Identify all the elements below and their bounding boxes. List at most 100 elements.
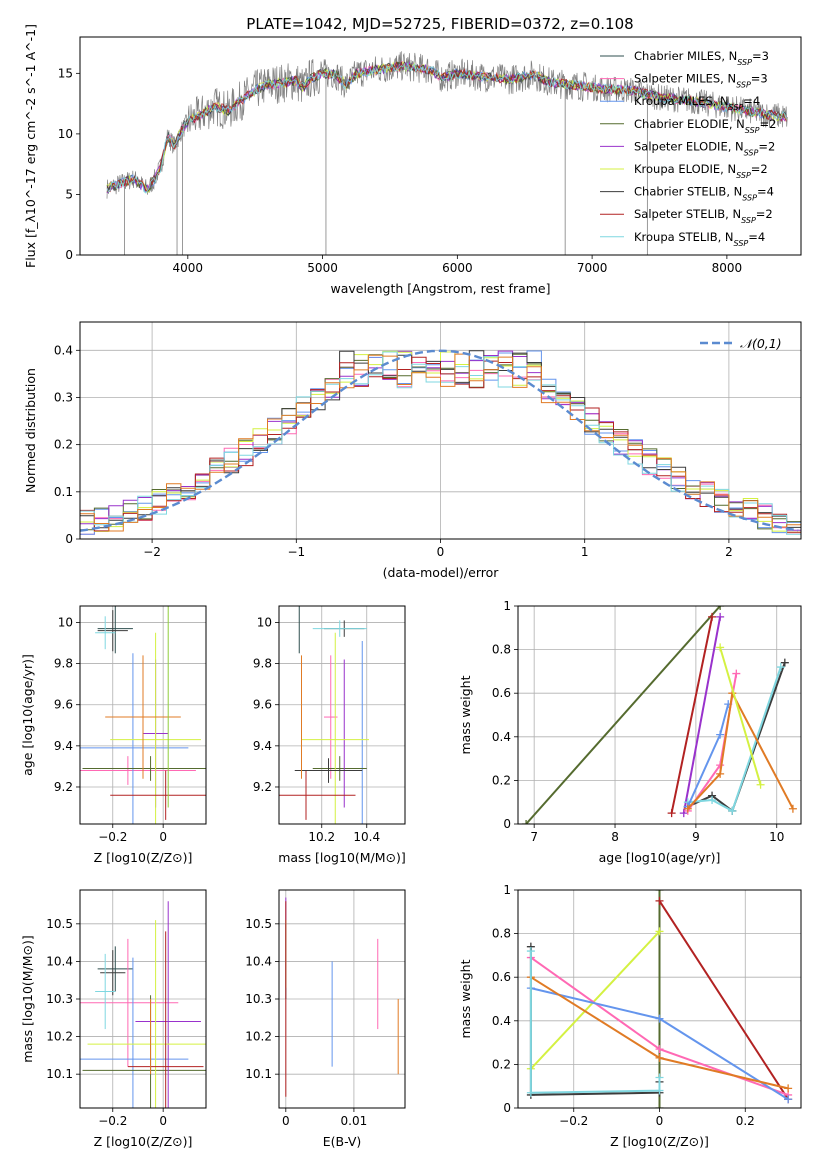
weight-marker (655, 896, 664, 905)
legend-label-4: Salpeter ELODIE, NSSP=2 (634, 139, 775, 157)
axes-frame (517, 605, 802, 825)
y-tick-label: 10.5 (46, 917, 73, 931)
weight-marker (655, 927, 664, 936)
weight-line-2 (682, 616, 722, 814)
legend-label-0: Chabrier MILES, NSSP=3 (634, 49, 769, 67)
x-axis-label: Z [log10(Z/Z⊙)] (94, 1134, 193, 1149)
normal-reference-curve (80, 349, 799, 532)
histogram-8 (80, 353, 801, 532)
y-tick-label: 10 (58, 615, 73, 629)
y-tick-label: 0.4 (492, 730, 511, 744)
x-axis-label: wavelength [Angstrom, rest frame] (330, 281, 550, 296)
y-tick-label: 0.4 (492, 1014, 511, 1028)
weight-marker (655, 1045, 664, 1054)
y-tick-label: 9.8 (253, 657, 272, 671)
weight-marker (788, 804, 797, 813)
y-axis-label: mass [log10(M/M⊙)] (20, 935, 35, 1063)
y-tick-label: 0.2 (492, 1057, 511, 1071)
plot-area-residuals (80, 349, 801, 535)
plot-area-Z-mass (80, 901, 206, 1108)
weight-marker (655, 1104, 664, 1108)
axes-frame (79, 36, 802, 256)
weight-marker (784, 1095, 793, 1104)
legend-label-6: Chabrier STELIB, NSSP=4 (634, 185, 774, 203)
x-tick-label: 7 (530, 830, 538, 844)
legend-label-normal: 𝒩(0,1) (740, 336, 782, 351)
plot-area-Z-age (80, 606, 206, 824)
y-tick-label: 9.4 (54, 739, 73, 753)
panel-ebv-mass: 0 0.01 10.1 10.2 10.3 10.4 10.5 E(B-V) (245, 889, 406, 1149)
y-tick-label: 9.6 (54, 698, 73, 712)
x-tick-label: 5000 (307, 261, 338, 275)
plot-area-mass-age (279, 606, 369, 824)
y-tick-label: 0 (65, 532, 73, 546)
plot-area-ebv-mass (285, 897, 399, 1097)
panel-Z-mass: −0.2 0 10.1 10.2 10.3 10.4 10.5 Z [log10(Z/Z⊙)]… (20, 889, 207, 1149)
weight-marker (716, 643, 725, 652)
x-tick-label: 6000 (442, 261, 473, 275)
y-axis-label: Normed distribution (23, 368, 38, 493)
weight-marker (784, 1084, 793, 1093)
y-tick-label: 0.1 (54, 485, 73, 499)
y-tick-label: 9.8 (54, 657, 73, 671)
y-tick-label: 10.2 (46, 1030, 73, 1044)
axes-frame (79, 605, 207, 825)
x-tick-label: 0 (282, 1114, 290, 1128)
figure-title: PLATE=1042, MJD=52725, FIBERID=0372, z=0… (246, 15, 633, 33)
x-tick-label: −2 (143, 545, 161, 559)
weight-line-7 (687, 690, 794, 810)
x-tick-label: 0 (656, 1114, 664, 1128)
x-axis-label: Z [log10(Z/Z⊙)] (94, 850, 193, 865)
weight-marker (708, 612, 717, 621)
y-tick-label: 0.8 (492, 643, 511, 657)
weight-marker (679, 809, 688, 818)
x-axis-label: Z [log10(Z/Z⊙)] (610, 1134, 709, 1149)
legend-label-8: Kroupa STELIB, NSSP=4 (634, 230, 765, 248)
y-tick-label: 0.8 (492, 927, 511, 941)
y-tick-label: 1 (503, 883, 511, 897)
weight-line-1 (658, 900, 789, 1100)
panel-Z-age: −0.2 0 9.2 9.4 9.6 9.8 10 Z [log10(Z/Z⊙)] age [l… (20, 605, 207, 865)
y-tick-label: 10.2 (245, 1030, 272, 1044)
y-axis-label: age [log10(age/yr)] (20, 654, 35, 776)
x-tick-label: 8 (611, 830, 619, 844)
y-tick-label: 1 (503, 599, 511, 613)
weight-marker (716, 612, 725, 621)
x-tick-label: 2 (725, 545, 733, 559)
y-tick-label: 9.2 (253, 780, 272, 794)
x-tick-label: 10.4 (353, 830, 380, 844)
x-axis-label: age [log10(age/yr)] (599, 850, 721, 865)
y-tick-label: 5 (65, 187, 73, 201)
y-tick-label: 0 (65, 248, 73, 262)
weight-marker (732, 669, 741, 678)
weight-marker (655, 1014, 664, 1023)
weight-marker (526, 947, 535, 956)
y-tick-label: 0.3 (54, 390, 73, 404)
weight-marker (655, 890, 664, 894)
x-tick-label: 0 (159, 1114, 167, 1128)
y-tick-label: 15 (58, 66, 73, 80)
y-tick-label: 10 (58, 127, 73, 141)
x-tick-label: 8000 (712, 261, 743, 275)
panel-residuals: 𝒩(0,1) −2 −1 0 1 2 0 0.1 0.2 0.3 0.4 (data-model)/e… (23, 321, 802, 580)
weight-marker (708, 796, 717, 805)
legend-label-7: Salpeter STELIB, NSSP=2 (634, 207, 773, 225)
x-tick-label: −0.2 (98, 1114, 127, 1128)
y-tick-label: 10.4 (245, 954, 272, 968)
weight-line-8 (719, 647, 762, 786)
y-tick-label: 0.6 (492, 686, 511, 700)
x-tick-label: 10 (769, 830, 784, 844)
weight-marker (526, 1088, 535, 1097)
weight-marker (756, 780, 765, 789)
y-axis-label: Flux [f_λ10^-17 erg cm^-2 s^-1 A^-1] (23, 24, 38, 268)
legend-label-2: Kroupa MILES, NSSP=4 (634, 94, 760, 112)
weight-marker (667, 809, 676, 818)
weight-line-2 (530, 930, 661, 1070)
y-tick-label: 0 (503, 1101, 511, 1115)
histogram-6 (80, 356, 801, 533)
y-tick-label: 10.3 (245, 992, 272, 1006)
weight-marker (776, 663, 785, 672)
x-tick-label: −0.2 (559, 1114, 588, 1128)
legend-label-3: Chabrier ELODIE, NSSP=2 (634, 117, 776, 135)
